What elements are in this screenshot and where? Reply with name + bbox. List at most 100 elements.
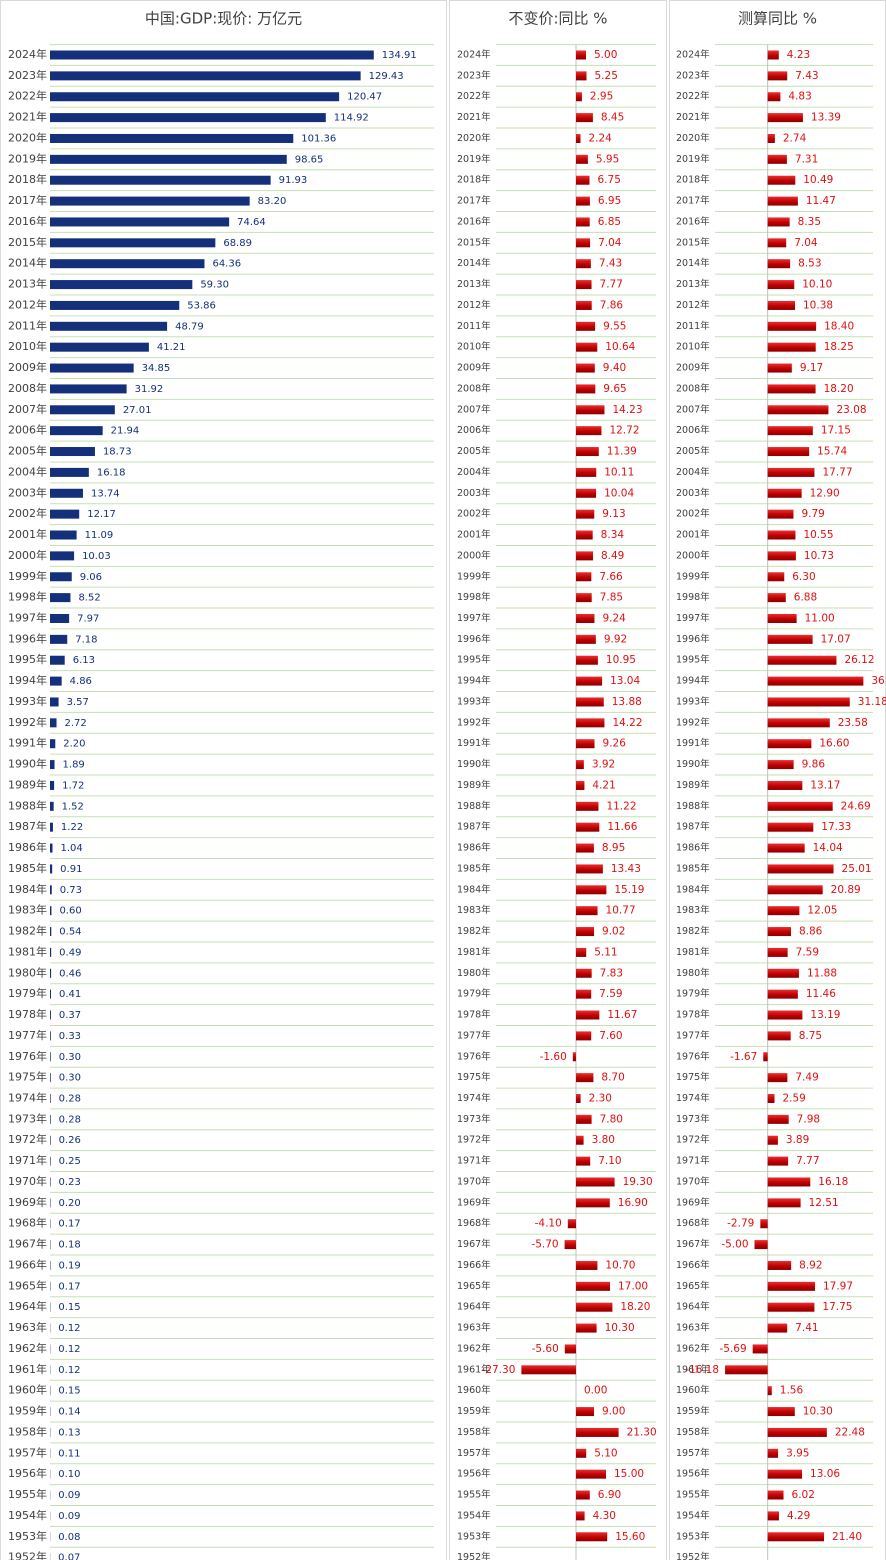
- bar: [50, 1010, 51, 1020]
- bar: [576, 906, 598, 916]
- data-label: 7.80: [600, 1113, 623, 1125]
- bar: [767, 655, 837, 665]
- panel: 测算同比 % 2024年 4.23 2023年 7.43 2022年 4.83 2021年 13…: [669, 0, 886, 1560]
- bar: [572, 1052, 576, 1062]
- data-label: 7.83: [600, 967, 623, 979]
- data-label: 0.26: [59, 1135, 81, 1146]
- y-tick-label: 1996年: [457, 633, 491, 645]
- y-tick-label: 1959年: [8, 1404, 47, 1418]
- y-tick-label: 1963年: [457, 1322, 491, 1334]
- y-tick-label: 2020年: [8, 130, 47, 144]
- data-label: 12.51: [809, 1197, 839, 1209]
- data-label: 1.72: [62, 780, 84, 791]
- bar: [50, 760, 55, 770]
- y-tick-label: 1995年: [457, 654, 491, 666]
- bar: [50, 238, 216, 248]
- data-label: 16.90: [618, 1197, 648, 1209]
- y-tick-label: 1978年: [676, 1009, 710, 1021]
- bar: [576, 530, 593, 540]
- data-label: 17.07: [821, 633, 851, 645]
- y-tick-label: 2014年: [8, 256, 47, 270]
- y-tick-label: 1984年: [676, 883, 710, 895]
- bar: [50, 655, 65, 665]
- y-tick-label: 2020年: [457, 132, 491, 144]
- y-tick-label: 1973年: [457, 1113, 491, 1125]
- data-label: 21.40: [832, 1531, 862, 1543]
- data-label: 11.88: [807, 967, 837, 979]
- bar: [576, 885, 607, 895]
- data-label: 6.30: [792, 571, 815, 583]
- y-tick-label: 1955年: [676, 1489, 710, 1501]
- data-label: 3.92: [592, 759, 615, 771]
- bar: [50, 405, 115, 415]
- bar: [767, 405, 829, 415]
- data-label: 17.77: [822, 466, 852, 478]
- bar: [576, 1448, 587, 1458]
- data-label: 13.17: [810, 779, 840, 791]
- bar: [767, 50, 779, 60]
- y-tick-label: 1962年: [8, 1341, 47, 1355]
- y-tick-label: 1982年: [8, 924, 47, 938]
- bar: [50, 613, 70, 623]
- bar: [576, 488, 597, 498]
- data-label: 7.10: [598, 1155, 621, 1167]
- data-label: 14.23: [612, 404, 642, 416]
- y-tick-label: 1978年: [8, 1007, 47, 1021]
- y-tick-label: 2016年: [457, 215, 491, 227]
- y-tick-label: 2022年: [457, 90, 491, 102]
- data-label: 134.91: [382, 50, 417, 61]
- y-tick-label: 1989年: [457, 779, 491, 791]
- data-label: 10.30: [605, 1322, 635, 1334]
- data-label: 7.77: [796, 1155, 819, 1167]
- data-label: 5.00: [594, 49, 617, 61]
- bar: [767, 426, 813, 436]
- data-label: 6.88: [794, 592, 817, 604]
- bar: [576, 1177, 615, 1187]
- data-label: 7.59: [599, 988, 622, 1000]
- bar: [767, 1386, 772, 1396]
- data-label: -4.10: [535, 1218, 562, 1230]
- data-label: 21.30: [627, 1426, 657, 1438]
- y-tick-label: 2015年: [457, 236, 491, 248]
- bar: [576, 780, 585, 790]
- data-label: 8.75: [799, 1030, 822, 1042]
- data-label: 10.70: [605, 1259, 635, 1271]
- data-label: 6.75: [598, 174, 621, 186]
- bar: [50, 321, 168, 331]
- bar: [576, 426, 602, 436]
- bar: [50, 300, 180, 310]
- y-tick-label: 1996年: [8, 631, 47, 645]
- y-tick-label: 1958年: [457, 1426, 491, 1438]
- data-label: 0.28: [59, 1094, 81, 1105]
- y-tick-label: 1952年: [457, 1551, 491, 1560]
- bar: [767, 718, 830, 728]
- y-tick-label: 1984年: [457, 883, 491, 895]
- data-label: 13.19: [810, 1009, 840, 1021]
- bar: [50, 697, 59, 707]
- y-tick-label: 1955年: [8, 1487, 47, 1501]
- y-tick-label: 1979年: [676, 988, 710, 1000]
- bar: [576, 843, 594, 853]
- panel: 不变价:同比 % 2024年 5.00 2023年 5.25 2022年 2.95 2021年…: [449, 0, 667, 1560]
- y-tick-label: 2016年: [676, 215, 710, 227]
- bar: [576, 280, 592, 290]
- data-label: 74.64: [237, 217, 266, 228]
- bar: [767, 572, 785, 582]
- y-tick-label: 1953年: [457, 1530, 491, 1542]
- data-label: 0.09: [58, 1490, 80, 1501]
- y-tick-label: 2023年: [676, 69, 710, 81]
- bar: [50, 426, 103, 436]
- data-label: 0.15: [58, 1302, 80, 1313]
- y-tick-label: 1961年: [8, 1362, 47, 1376]
- data-label: 0.91: [60, 864, 82, 875]
- y-tick-label: 1954年: [8, 1508, 47, 1522]
- data-label: 101.36: [301, 133, 336, 144]
- panel-title: 中国:GDP:现价: 万亿元: [145, 10, 302, 28]
- data-label: 10.30: [803, 1406, 833, 1418]
- y-tick-label: 1981年: [457, 946, 491, 958]
- data-label: 5.11: [594, 946, 617, 958]
- bar: [767, 384, 816, 394]
- y-tick-label: 2011年: [457, 320, 491, 332]
- data-label: 11.66: [607, 821, 637, 833]
